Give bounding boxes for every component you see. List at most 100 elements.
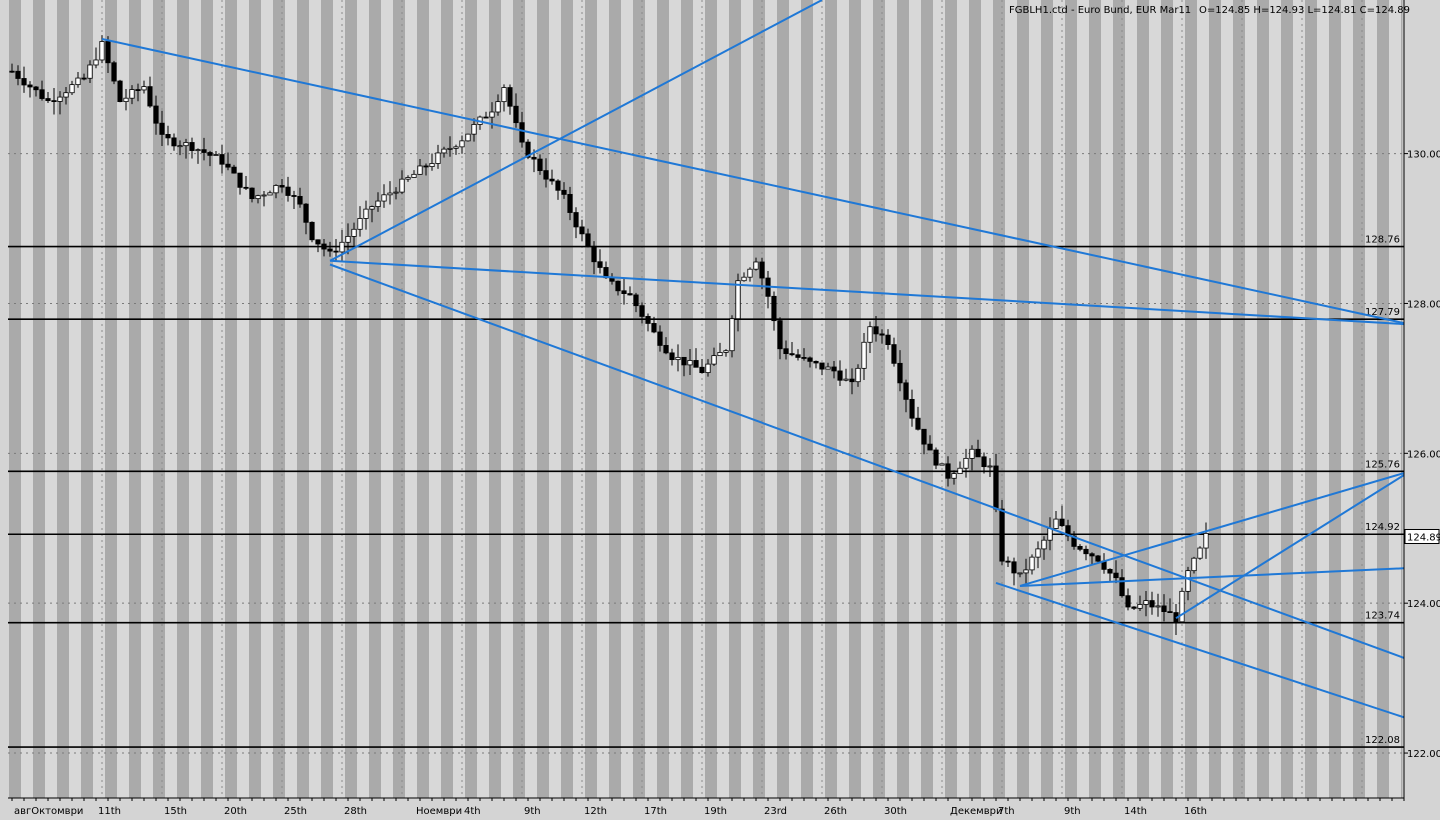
candle-body — [687, 360, 693, 366]
candle-body — [291, 195, 297, 197]
day-band — [657, 0, 669, 798]
candle-body — [633, 294, 639, 307]
day-band — [129, 0, 141, 798]
candle-body — [117, 80, 123, 103]
candle-body — [801, 357, 807, 359]
candle-body — [357, 218, 363, 230]
candle-body — [393, 191, 399, 194]
candle-body — [369, 206, 375, 210]
candle-body — [1143, 600, 1149, 605]
level-label: 124.92 — [1365, 522, 1400, 533]
level-label: 127.79 — [1365, 307, 1400, 318]
day-band — [489, 0, 501, 798]
day-band — [957, 0, 969, 798]
price-grid — [8, 0, 1404, 798]
candle-body — [111, 62, 117, 82]
day-band — [861, 0, 873, 798]
candle-body — [243, 186, 249, 189]
candle-body — [51, 100, 57, 103]
candle-body — [381, 194, 387, 202]
level-label: 122.08 — [1365, 735, 1400, 746]
day-band — [621, 0, 633, 798]
day-band — [633, 0, 645, 798]
day-band — [1377, 0, 1389, 798]
candle-body — [567, 194, 573, 213]
candle-body — [33, 86, 39, 91]
candle-body — [237, 172, 243, 188]
candle-body — [957, 467, 963, 475]
day-band — [969, 0, 981, 798]
day-band — [921, 0, 933, 798]
candle-body — [75, 77, 81, 86]
day-band — [849, 0, 861, 798]
candle-body — [675, 356, 681, 361]
candle-body — [987, 465, 993, 468]
day-band — [1401, 0, 1403, 798]
candle-body — [351, 228, 357, 237]
day-band — [537, 0, 549, 798]
candle-body — [135, 89, 141, 91]
day-band — [453, 0, 465, 798]
day-band — [33, 0, 45, 798]
candle-body — [843, 378, 849, 381]
day-band — [393, 0, 405, 798]
candle-body — [921, 428, 927, 445]
candle-body — [999, 508, 1005, 562]
candle-body — [741, 276, 747, 282]
day-band — [417, 0, 429, 798]
day-band — [1293, 0, 1305, 798]
current-price-box — [1404, 528, 1440, 544]
day-band — [1197, 0, 1209, 798]
candle-body — [411, 173, 417, 178]
candle-body — [819, 362, 825, 370]
day-band — [321, 0, 333, 798]
day-band — [597, 0, 609, 798]
day-band — [1329, 0, 1341, 798]
candle-body — [405, 177, 411, 180]
day-band — [765, 0, 777, 798]
candle-body — [777, 320, 783, 350]
day-band — [357, 0, 369, 798]
day-band — [813, 0, 825, 798]
day-band — [345, 0, 357, 798]
candle-body — [1131, 606, 1137, 609]
candle-body — [867, 326, 873, 343]
candlesticks — [9, 35, 1209, 635]
trendline-upper-channel — [101, 37, 1404, 325]
time-tick-label: 12th — [584, 806, 607, 817]
day-band — [1137, 0, 1149, 798]
time-tick-label: 25th — [284, 806, 307, 817]
candle-body — [993, 465, 999, 510]
candle-body — [1029, 556, 1035, 571]
day-band — [909, 0, 921, 798]
candle-body — [915, 417, 921, 430]
level-label: 128.76 — [1365, 235, 1400, 246]
day-band — [573, 0, 585, 798]
day-band — [1077, 0, 1089, 798]
day-band — [777, 0, 789, 798]
candle-body — [489, 111, 495, 118]
candle-body — [39, 89, 45, 99]
day-band — [9, 0, 21, 798]
day-band — [1245, 0, 1257, 798]
candle-body — [417, 165, 423, 175]
day-band — [753, 0, 765, 798]
candle-body — [759, 261, 765, 279]
candle-body — [849, 378, 855, 383]
day-band — [729, 0, 741, 798]
candle-body — [363, 208, 369, 219]
candle-body — [519, 122, 525, 143]
day-band — [1149, 0, 1161, 798]
day-band — [1005, 0, 1017, 798]
candle-body — [1161, 605, 1167, 613]
candle-body — [783, 348, 789, 355]
day-band — [81, 0, 93, 798]
candle-body — [951, 473, 957, 479]
trendline-dec-upper-channel — [1019, 567, 1404, 587]
day-band — [21, 0, 33, 798]
candle-body — [69, 84, 75, 94]
candle-body — [105, 41, 111, 64]
candle-body — [525, 141, 531, 158]
day-band — [165, 0, 177, 798]
